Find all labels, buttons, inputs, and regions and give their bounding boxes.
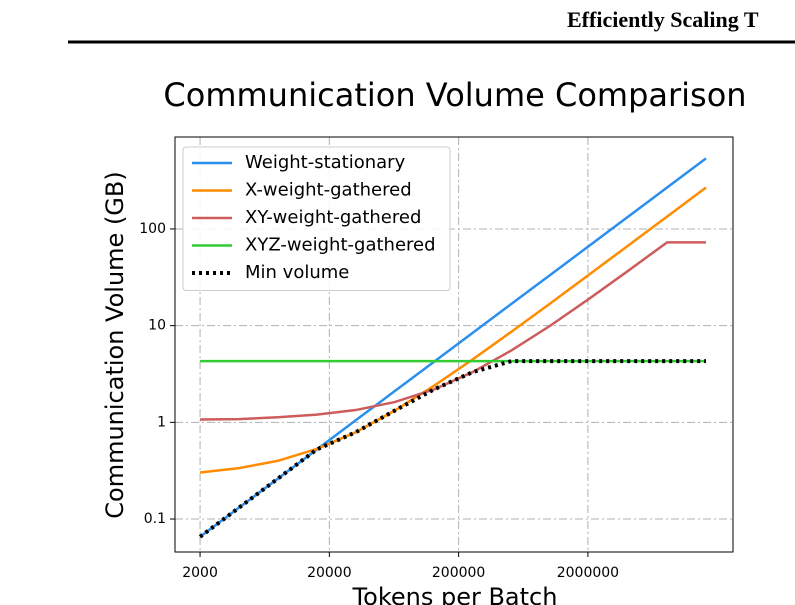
y-axis-label: Communication Volume (GB): [101, 171, 129, 518]
y-tick-label: 1: [157, 414, 166, 430]
legend-label: XY-weight-gathered: [245, 207, 421, 228]
y-tick-label: 100: [139, 221, 166, 237]
y-tick-label: 10: [148, 318, 166, 334]
series-line: [199, 186, 707, 474]
x-tick-label: 200000: [432, 565, 485, 581]
chart-title: Communication Volume Comparison: [163, 76, 746, 114]
plot-frame: [174, 136, 734, 553]
legend-label: Min volume: [245, 262, 349, 283]
series-line: [200, 241, 706, 421]
y-tick-label: 0.1: [144, 511, 166, 527]
x-tick-label: 20000: [307, 565, 352, 581]
x-tick-label: 2000: [182, 565, 218, 581]
legend-label: XYZ-weight-gathered: [245, 235, 436, 256]
legend-label: X-weight-gathered: [245, 180, 412, 201]
legend-label: Weight-stationary: [245, 152, 406, 173]
x-axis-label: Tokens per Batch: [352, 583, 558, 605]
x-tick-label: 2000000: [557, 565, 619, 581]
series-line: [198, 359, 706, 539]
page-header: Efficiently Scaling T: [567, 7, 759, 32]
legend: Weight-stationary X-weight-gathered XY-wei…: [182, 146, 451, 291]
legend-box: [182, 146, 451, 291]
